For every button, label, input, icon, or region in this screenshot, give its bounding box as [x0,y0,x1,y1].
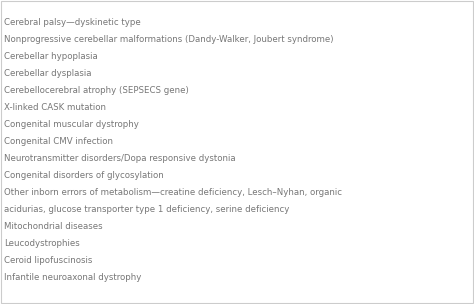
Text: Cerebellar hypoplasia: Cerebellar hypoplasia [4,53,98,61]
Text: Nonprogressive cerebellar malformations (Dandy-Walker, Joubert syndrome): Nonprogressive cerebellar malformations … [4,36,334,44]
Text: X-linked CASK mutation: X-linked CASK mutation [4,103,106,112]
Text: acidurias, glucose transporter type 1 deficiency, serine deficiency: acidurias, glucose transporter type 1 de… [4,206,289,214]
Text: Cerebellar dysplasia: Cerebellar dysplasia [4,69,91,78]
Text: Ceroid lipofuscinosis: Ceroid lipofuscinosis [4,257,92,265]
Text: Congenital CMV infection: Congenital CMV infection [4,137,113,147]
Text: Congenital disorders of glycosylation: Congenital disorders of glycosylation [4,171,164,181]
Text: Infantile neuroaxonal dystrophy: Infantile neuroaxonal dystrophy [4,274,141,282]
Text: Cerebellocerebral atrophy (SEPSECS gene): Cerebellocerebral atrophy (SEPSECS gene) [4,86,189,95]
Text: Cerebral palsy—dyskinetic type: Cerebral palsy—dyskinetic type [4,19,141,27]
Text: Other inborn errors of metabolism—creatine deficiency, Lesch–Nyhan, organic: Other inborn errors of metabolism—creati… [4,188,342,198]
Text: Mitochondrial diseases: Mitochondrial diseases [4,223,103,231]
Text: Neurotransmitter disorders/Dopa responsive dystonia: Neurotransmitter disorders/Dopa responsi… [4,154,236,164]
Text: Congenital muscular dystrophy: Congenital muscular dystrophy [4,120,139,130]
Text: Leucodystrophies: Leucodystrophies [4,240,80,248]
